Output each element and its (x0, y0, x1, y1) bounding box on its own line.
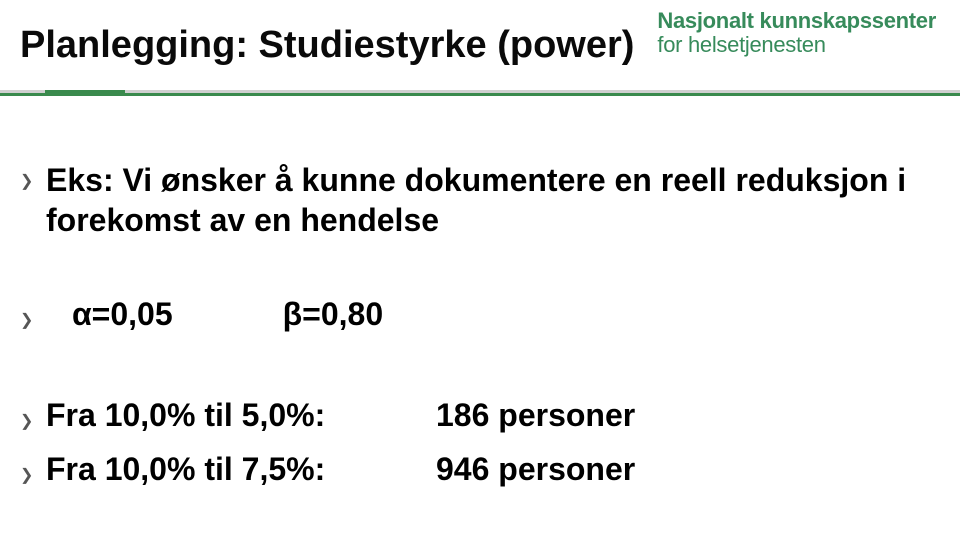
result-value: 946 personer (436, 451, 635, 488)
intro-text: Eks: Vi ønsker å kunne dokumentere en re… (46, 160, 940, 240)
intro-bullet: Eks: Vi ønsker å kunne dokumentere en re… (20, 160, 940, 240)
result-value: 186 personer (436, 397, 635, 434)
underline-accent (45, 90, 125, 96)
slide-content: Eks: Vi ønsker å kunne dokumentere en re… (20, 160, 940, 505)
brand-logo: Nasjonalt kunnskapssenter for helsetjene… (657, 8, 936, 58)
chevron-right-icon (20, 160, 46, 202)
chevron-right-icon (20, 399, 46, 443)
parameters-row: α=0,05 β=0,80 (20, 296, 940, 341)
chevron-right-icon (20, 299, 46, 341)
logo-line1: Nasjonalt kunnskapssenter (657, 8, 936, 34)
beta-value: β=0,80 (283, 296, 384, 333)
chevron-right-icon (20, 453, 46, 497)
result-label: Fra 10,0% til 7,5%: (46, 451, 436, 488)
title-underline (0, 90, 960, 96)
logo-line2: for helsetjenesten (657, 32, 936, 58)
result-label: Fra 10,0% til 5,0%: (46, 397, 436, 434)
result-row: Fra 10,0% til 7,5%: 946 personer (20, 451, 940, 497)
results-list: Fra 10,0% til 5,0%: 186 personer Fra 10,… (20, 397, 940, 497)
underline-green (0, 93, 960, 96)
alpha-value: α=0,05 (72, 296, 173, 333)
slide-title: Planlegging: Studiestyrke (power) (20, 24, 634, 67)
result-row: Fra 10,0% til 5,0%: 186 personer (20, 397, 940, 443)
